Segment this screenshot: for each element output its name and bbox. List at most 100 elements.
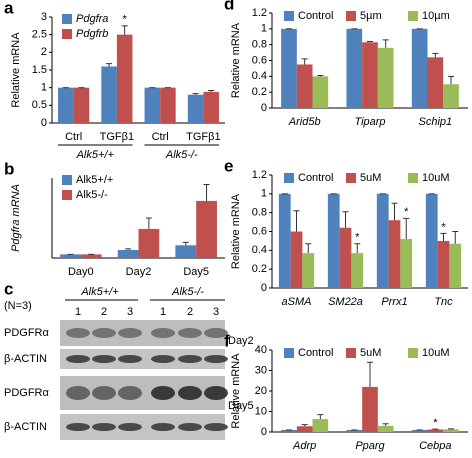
error-bar	[293, 210, 300, 232]
legend-swatch	[284, 173, 294, 183]
blot-band	[178, 423, 202, 431]
error-bar	[208, 89, 215, 92]
y-tick-label: 2	[41, 46, 47, 58]
blot-band	[118, 355, 142, 363]
x-tick-label: TGFβ1	[186, 131, 220, 143]
y-tick-label: 1	[261, 23, 267, 35]
blot-row: PDGFRα	[4, 327, 50, 339]
x-tick-label: SM22a	[328, 296, 363, 308]
bar	[196, 200, 217, 258]
y-tick-label: 0.2	[252, 263, 267, 275]
blot-band	[92, 386, 116, 400]
legend-swatch	[62, 14, 72, 24]
bar	[346, 28, 363, 108]
blot-band	[66, 328, 90, 338]
legend-label: 5uM	[360, 172, 381, 184]
bar	[346, 429, 363, 432]
blot-band	[118, 386, 142, 400]
legend-swatch	[62, 175, 72, 185]
y-axis-label: Relative mRNA	[230, 193, 242, 269]
x-tick-label: Prrx1	[381, 296, 407, 308]
bar	[312, 76, 329, 108]
y-tick-label: 30	[255, 364, 267, 376]
blot-band	[66, 423, 90, 431]
blot-band	[92, 328, 116, 338]
bar	[290, 231, 303, 288]
blot-band	[178, 328, 202, 338]
blot-band	[92, 355, 116, 363]
error-bar	[391, 202, 398, 221]
error-bar	[382, 39, 389, 48]
blot-band	[118, 328, 142, 338]
y-tick-label: 0	[261, 426, 267, 438]
legend-label: Pdgfra	[76, 13, 108, 25]
legend-label: Control	[298, 347, 333, 359]
x-tick-label: TGFβ1	[100, 131, 134, 143]
legend-label: Pdgfrb	[76, 28, 108, 40]
bar	[160, 87, 176, 123]
annotation: *	[441, 221, 446, 233]
error-bar	[106, 63, 113, 67]
error-bar	[192, 93, 199, 95]
legend-swatch	[346, 11, 356, 21]
annotation: *	[123, 14, 128, 26]
blot-day: Day5	[228, 400, 254, 412]
error-bar	[203, 184, 210, 201]
legend-swatch	[408, 173, 418, 183]
y-tick-label: 0.2	[252, 86, 267, 98]
y-tick-label: 0.6	[252, 54, 267, 66]
annotation: *	[433, 417, 438, 429]
bar	[203, 91, 219, 123]
y-tick-label: 0	[261, 102, 267, 114]
blot-n: (N=3)	[4, 300, 32, 312]
bar	[60, 254, 81, 258]
y-tick-label: 0.6	[252, 225, 267, 237]
y-axis-label: Relative mRNA	[10, 32, 22, 108]
y-tick-label: 20	[255, 385, 267, 397]
error-bar	[317, 75, 324, 77]
panel-label: e	[224, 156, 233, 175]
bar	[73, 87, 90, 123]
y-tick-label: 1.5	[32, 64, 47, 76]
bar	[117, 250, 139, 258]
panel-label: a	[4, 0, 14, 17]
blot-band	[151, 386, 175, 400]
bar	[400, 239, 413, 288]
bar	[144, 87, 161, 123]
blot-band	[66, 386, 90, 400]
legend-swatch	[346, 348, 356, 358]
bar	[296, 426, 313, 432]
y-tick-label: 1.2	[252, 169, 267, 181]
bar	[116, 34, 133, 123]
y-tick-label: 0	[261, 282, 267, 294]
bar	[388, 220, 401, 288]
x-tick-label: Cebpa	[419, 440, 451, 452]
bar	[58, 87, 74, 123]
blot-row: β-ACTIN	[4, 421, 47, 433]
x-tick-label: Schip1	[419, 116, 453, 128]
bar	[278, 193, 291, 288]
lane-number: 3	[213, 306, 219, 318]
y-tick-label: 10	[255, 405, 267, 417]
bar	[376, 193, 389, 288]
bar	[296, 64, 313, 108]
error-bar	[432, 52, 439, 58]
bar	[175, 245, 197, 258]
legend-label: 5uM	[360, 347, 381, 359]
blot-group: Alk5+/+	[80, 286, 119, 298]
bar	[427, 57, 444, 108]
legend-swatch	[408, 11, 418, 21]
legend-swatch	[284, 11, 294, 21]
blot-band	[66, 355, 90, 363]
error-bar	[145, 217, 152, 229]
bar	[411, 429, 428, 432]
panel-label: f	[224, 331, 230, 350]
legend-label: 10uM	[422, 347, 450, 359]
annotation: *	[355, 232, 360, 244]
x-tick-label: Day0	[68, 266, 94, 278]
bar	[427, 429, 444, 432]
blot-row: β-ACTIN	[4, 353, 47, 365]
group-label: Alk5-/-	[165, 149, 198, 161]
blot-band	[151, 355, 175, 363]
